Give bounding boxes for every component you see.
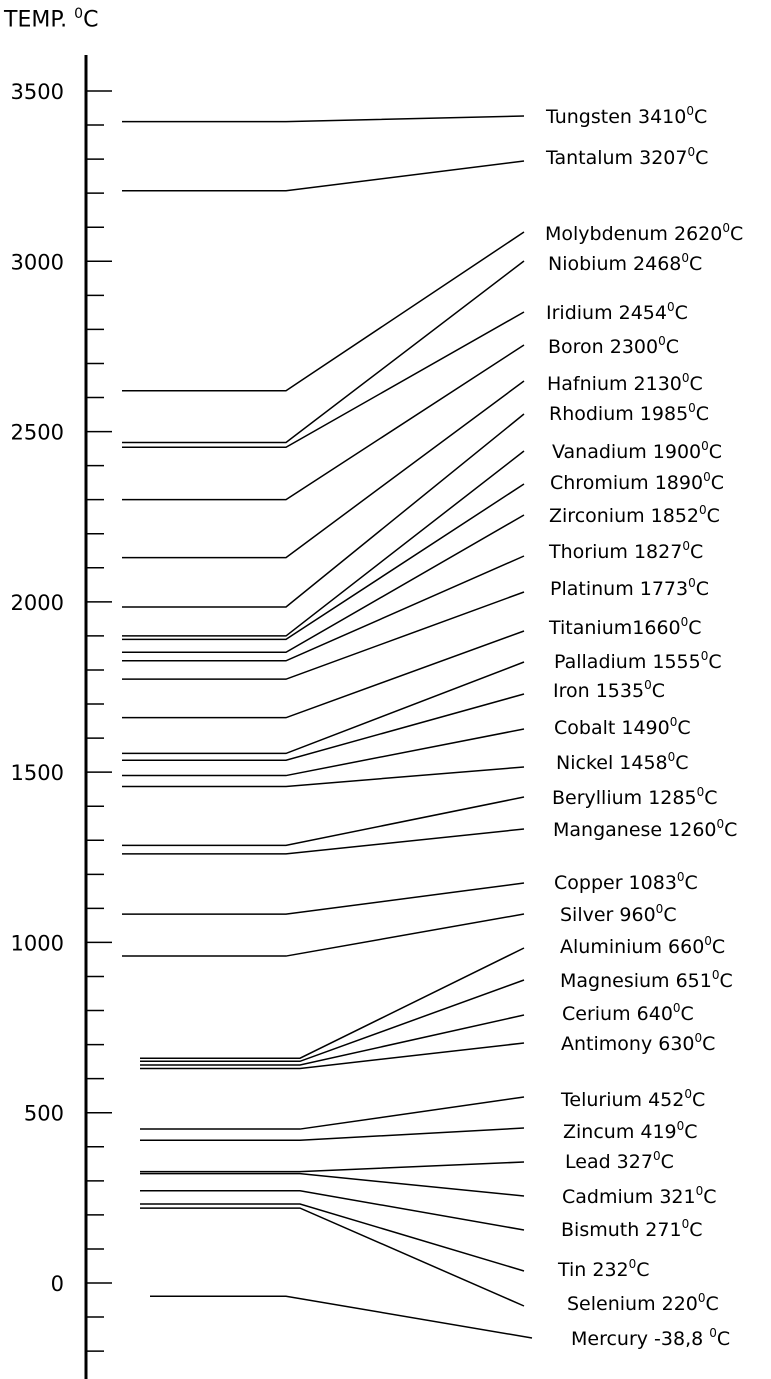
element-label: Cadmium 3210C xyxy=(562,1184,717,1208)
element-label: Lead 3270C xyxy=(565,1149,674,1173)
element-label: Beryllium 12850C xyxy=(552,785,717,809)
element-label: Niobium 24680C xyxy=(548,251,702,275)
element-label: Manganese 12600C xyxy=(553,817,737,841)
element-label: Thorium 18270C xyxy=(548,539,703,563)
element-line xyxy=(122,662,524,753)
element-line xyxy=(122,381,524,558)
element-label: Iridium 24540C xyxy=(546,300,688,324)
element-line xyxy=(122,312,524,447)
element-line xyxy=(140,1128,524,1140)
element-label: Nickel 14580C xyxy=(556,750,689,774)
y-tick-label: 1500 xyxy=(11,761,64,785)
element-label: Magnesium 6510C xyxy=(560,968,733,992)
element-label: Rhodium 19850C xyxy=(549,401,709,425)
element-label: Bismuth 2710C xyxy=(561,1217,702,1241)
element-label: Tantalum 32070C xyxy=(545,145,708,169)
element-label: Platinum 17730C xyxy=(550,576,709,600)
element-label: Tin 2320C xyxy=(557,1257,650,1281)
element-line xyxy=(140,1097,524,1129)
element-line xyxy=(122,914,524,956)
element-line xyxy=(122,883,524,914)
element-label: Iron 15350C xyxy=(553,678,665,702)
element-label: Copper 10830C xyxy=(554,870,698,894)
y-tick-label: 2500 xyxy=(11,421,64,445)
element-line xyxy=(122,556,524,661)
y-tick-label: 500 xyxy=(24,1102,64,1126)
element-line xyxy=(122,161,524,191)
element-label: Telurium 4520C xyxy=(560,1087,705,1111)
element-label: Tungsten 34100C xyxy=(545,104,707,128)
element-line xyxy=(122,767,524,786)
y-tick-label: 2000 xyxy=(11,591,64,615)
element-line xyxy=(122,232,524,391)
element-label: Cobalt 14900C xyxy=(554,715,691,739)
element-label: Aluminium 6600C xyxy=(560,934,725,958)
element-line xyxy=(140,1162,524,1172)
element-label: Molybdenum 26200C xyxy=(545,221,743,245)
y-tick-label: 3000 xyxy=(11,250,64,274)
element-label: Hafnium 21300C xyxy=(547,371,703,395)
element-label: Titanium16600C xyxy=(548,615,702,639)
element-label: Antimony 6300C xyxy=(561,1031,715,1055)
element-label: Palladium 15550C xyxy=(554,649,722,673)
element-label: Selenium 2200C xyxy=(567,1291,719,1315)
element-line xyxy=(122,515,524,652)
element-label: Boron 23000C xyxy=(548,334,679,358)
element-line xyxy=(122,829,524,854)
element-line xyxy=(140,1208,524,1306)
element-label: Zirconium 18520C xyxy=(549,503,720,527)
y-tick-label: 0 xyxy=(51,1272,64,1296)
element-label: Cerium 6400C xyxy=(562,1001,694,1025)
element-line xyxy=(122,729,524,776)
element-line xyxy=(122,451,524,636)
element-line xyxy=(122,797,524,845)
element-line xyxy=(140,948,524,1058)
element-line xyxy=(122,484,524,639)
element-label: Silver 9600C xyxy=(560,902,677,926)
element-line xyxy=(150,1296,532,1338)
element-line xyxy=(140,1204,524,1271)
element-line xyxy=(122,116,524,122)
element-label: Mercury -38,8 0C xyxy=(571,1326,730,1350)
element-line xyxy=(122,345,524,500)
element-label: Zincum 4190C xyxy=(563,1119,698,1143)
element-line xyxy=(140,1174,524,1196)
element-line xyxy=(140,1191,524,1230)
element-label: Vanadium 19000C xyxy=(552,439,722,463)
element-line xyxy=(122,261,524,442)
y-tick-label: 3500 xyxy=(11,80,64,104)
element-label: Chromium 18900C xyxy=(550,470,724,494)
y-tick-label: 1000 xyxy=(11,931,64,955)
